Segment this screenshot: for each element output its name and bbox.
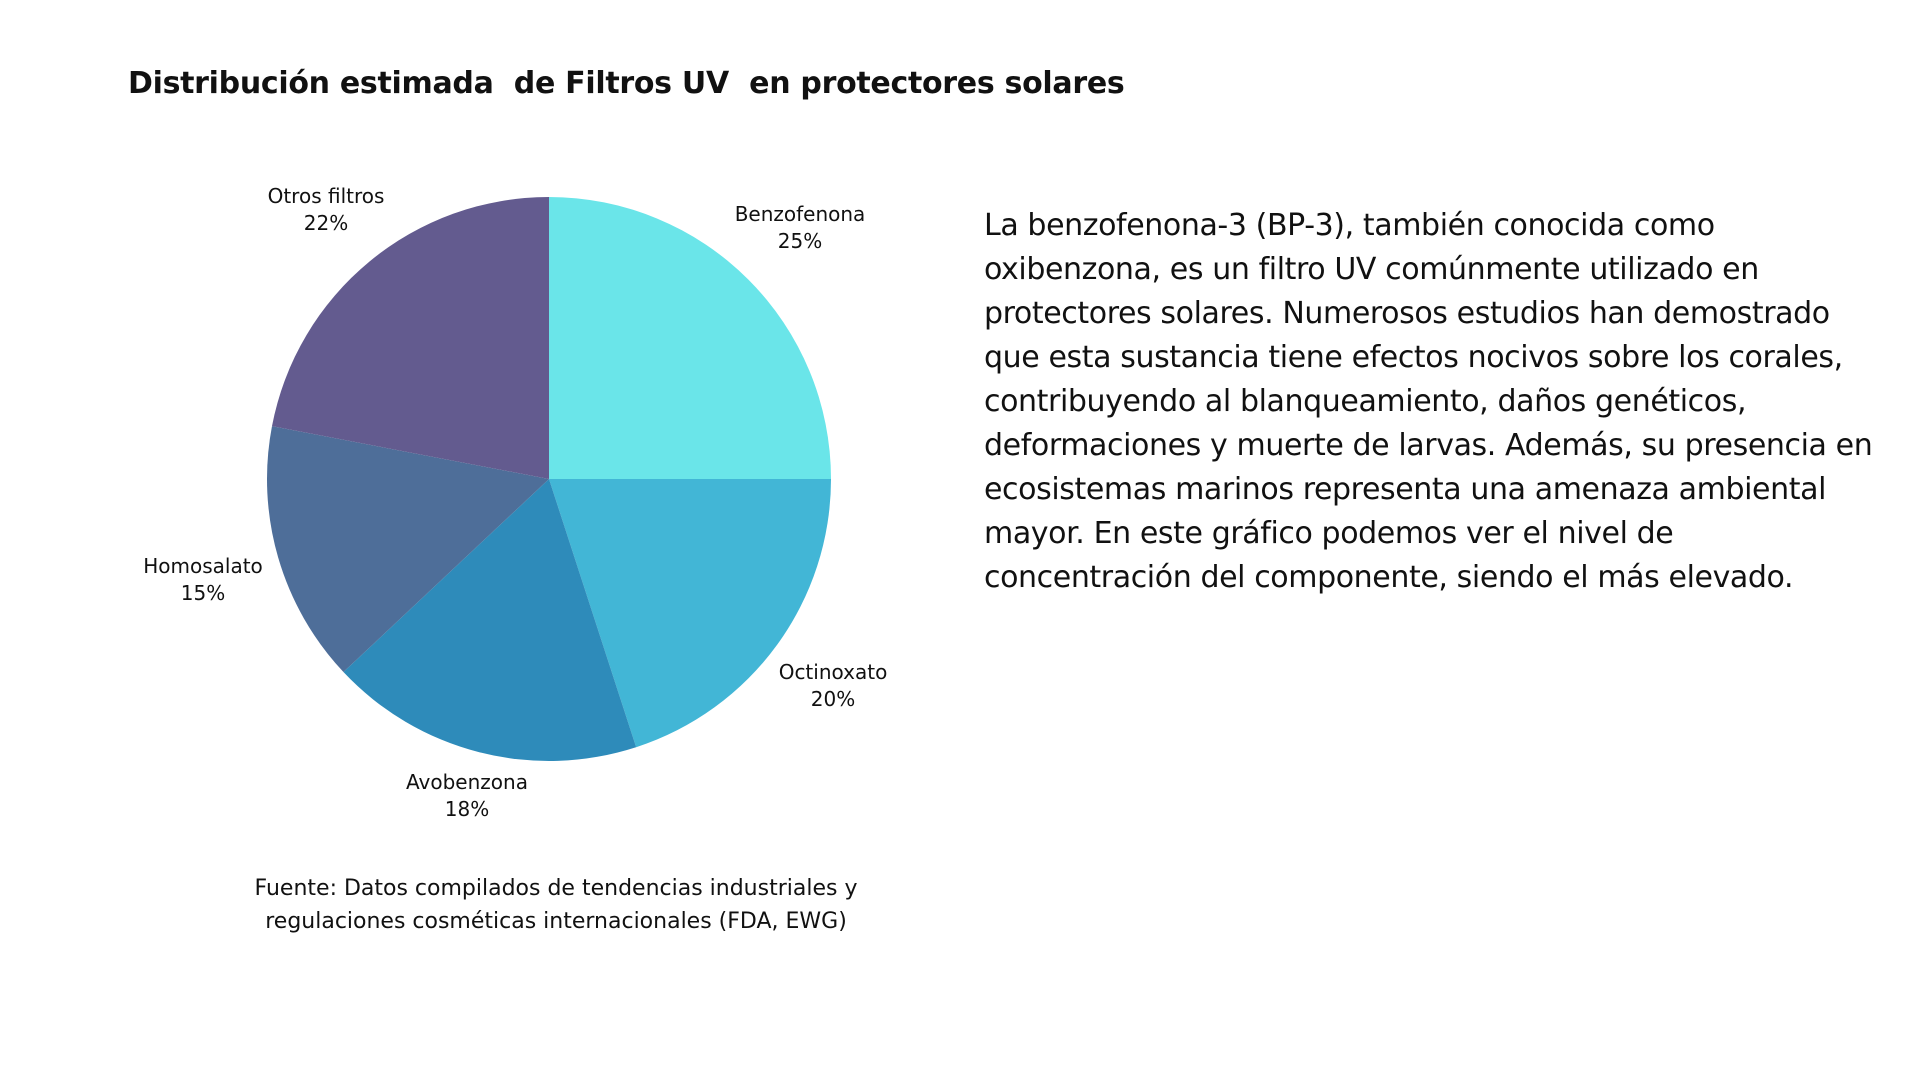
slice-label-value: 20% (810, 687, 856, 711)
slice-label-benzofenona: Benzofenona 25% (735, 201, 866, 255)
slice-label-otros-filtros: Otros filtros 22% (268, 183, 385, 237)
chart-title: Distribución estimada de Filtros UV en p… (128, 66, 1125, 101)
slice-label-value: 18% (444, 797, 490, 821)
slice-label-name: Homosalato (143, 554, 263, 578)
pie-slice-avobenzona (343, 479, 637, 761)
slice-label-name: Avobenzona (406, 770, 528, 794)
source-line: Fuente: Datos compilados de tendencias i… (254, 876, 858, 901)
slice-label-name: Octinoxato (778, 660, 888, 684)
source-note: Fuente: Datos compilados de tendencias i… (255, 872, 858, 938)
slice-label-avobenzona: Avobenzona 18% (406, 769, 528, 823)
pie-slice-benzofenona (549, 197, 831, 479)
slice-label-value: 22% (303, 211, 349, 235)
pie-slice-octinoxato (549, 479, 831, 748)
pie-slice-homosalato (267, 426, 549, 673)
slice-label-name: Benzofenona (734, 202, 866, 226)
pie-slice-otros-filtros (271, 196, 549, 479)
description-text: La benzofenona-3 (BP-3), también conocid… (984, 208, 1873, 595)
slice-label-homosalato: Homosalato 15% (143, 553, 263, 607)
slice-label-name: Otros filtros (267, 184, 385, 208)
slice-label-value: 15% (180, 581, 226, 605)
slice-label-value: 25% (777, 229, 823, 253)
slice-label-octinoxato: Octinoxato 20% (779, 659, 888, 713)
source-line: regulaciones cosméticas internacionales … (265, 909, 847, 934)
